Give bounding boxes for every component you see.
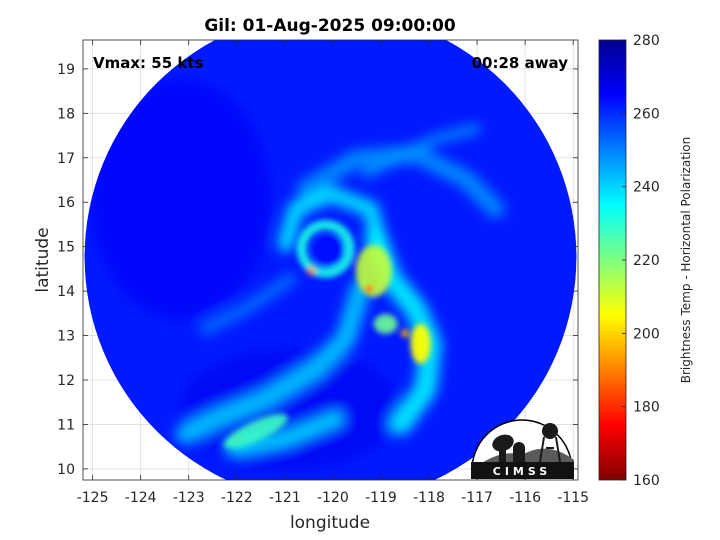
- y-tick-label: 19: [57, 62, 75, 78]
- y-tick-label: 11: [57, 417, 75, 433]
- logo-dish-icon: [492, 434, 514, 452]
- colorbar-tick-label: 220: [633, 253, 660, 269]
- x-tick-label: -122: [221, 490, 253, 506]
- y-tick-label: 15: [57, 240, 75, 256]
- colorbar-tick-label: 260: [633, 106, 660, 122]
- y-tick-label: 12: [57, 373, 75, 389]
- y-tick-label: 16: [57, 195, 75, 211]
- logo-dish-stand-icon: [499, 448, 506, 462]
- colorbar-ticks: 160 180 200 220 240 260 280: [622, 33, 660, 489]
- y-tick-label: 10: [57, 462, 75, 478]
- logo-text: CIMSS: [493, 465, 551, 478]
- logo-dome-base-icon: [513, 448, 525, 462]
- colorbar-tick-label: 160: [633, 473, 660, 489]
- colorbar: 160 180 200 220 240 260 280 Brightness Temp - …: [598, 33, 693, 489]
- x-tick-label: -116: [509, 490, 541, 506]
- logo-text-band: [471, 462, 574, 479]
- colorbar-label: Brightness Temp - Horizontal Polarizatio…: [679, 137, 693, 384]
- x-tick-label: -124: [125, 490, 157, 506]
- x-tick-label: -120: [317, 490, 349, 506]
- x-tick-label: -115: [557, 490, 589, 506]
- colorbar-tick-label: 180: [633, 400, 660, 416]
- colorbar-tick-label: 240: [633, 180, 660, 196]
- x-tick-label: -121: [269, 490, 301, 506]
- colorbar-tick-label: 200: [633, 326, 660, 342]
- y-tick-label: 17: [57, 151, 75, 167]
- x-tick-label: -125: [77, 490, 109, 506]
- colorbar-tick-label: 280: [633, 33, 660, 49]
- y-axis-label: latitude: [33, 227, 53, 292]
- colorbar-gradient: [598, 39, 627, 481]
- x-tick-label: -123: [173, 490, 205, 506]
- chart-title: Gil: 01-Aug-2025 09:00:00: [204, 16, 455, 36]
- x-tick-label: -118: [413, 490, 445, 506]
- logo-water-tower-icon: [542, 423, 558, 439]
- y-tick-label: 13: [57, 329, 75, 345]
- x-axis-label: longitude: [290, 513, 370, 533]
- logo-tower-legs-icon: [539, 436, 561, 463]
- cimss-logo: CIMSS: [471, 419, 574, 479]
- time-away-annotation: 00:28 away: [472, 54, 569, 72]
- vmax-annotation: Vmax: 55 kts: [93, 54, 203, 72]
- y-tick-label: 18: [57, 106, 75, 122]
- y-tick-label: 14: [57, 284, 75, 300]
- x-tick-label: -119: [365, 490, 397, 506]
- plot-border: [82, 39, 579, 481]
- x-axis-ticks: -125 -124 -123 -122 -121 -120 -119 -118 -117 -116…: [77, 40, 589, 506]
- microwave-swath: [84, 40, 577, 480]
- x-tick-label: -117: [461, 490, 493, 506]
- y-axis-ticks: 10 11 12 13 14 15 16 17 18 19: [57, 62, 578, 478]
